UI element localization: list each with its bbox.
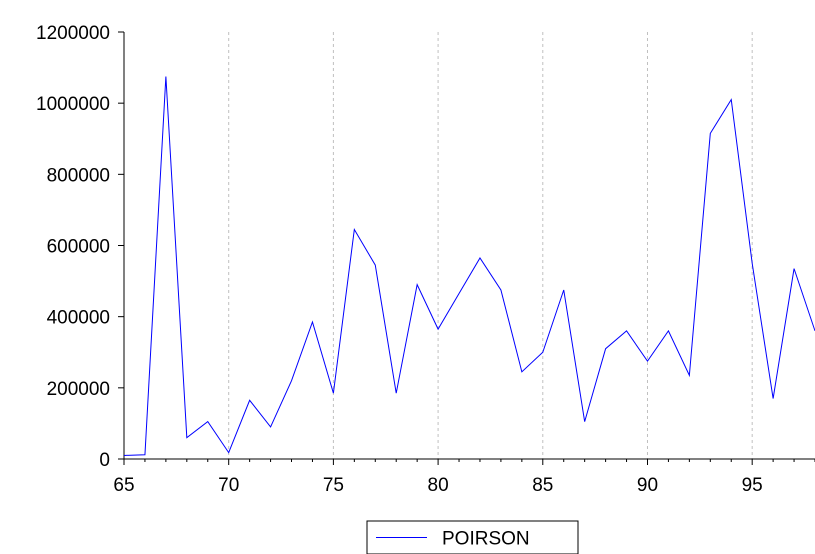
x-tick-label: 80 <box>428 475 449 496</box>
data-point <box>542 352 543 353</box>
data-point <box>710 133 711 134</box>
data-point <box>668 330 669 331</box>
data-point <box>123 455 124 456</box>
y-tick-label: 1000000 <box>36 94 110 115</box>
data-point <box>605 348 606 349</box>
data-point <box>144 454 145 455</box>
y-tick-label: 800000 <box>47 165 110 186</box>
data-point <box>165 76 166 77</box>
data-point <box>228 452 229 453</box>
data-point <box>396 393 397 394</box>
data-point <box>731 99 732 100</box>
data-point <box>773 398 774 399</box>
grid-layer <box>228 32 753 459</box>
data-point <box>647 361 648 362</box>
axis-layer: 0 200000 400000 600000 800000 1000000 1200000 6… <box>36 23 815 496</box>
data-point <box>207 421 208 422</box>
data-point <box>333 393 334 394</box>
data-point <box>312 321 313 322</box>
legend-label: POIRSON <box>442 529 530 550</box>
series-line-poirson <box>123 76 815 456</box>
x-tick-label: 90 <box>637 475 658 496</box>
data-point <box>689 375 690 376</box>
data-point <box>375 264 376 265</box>
y-tick-label: 0 <box>99 450 110 471</box>
data-point <box>521 371 522 372</box>
data-point <box>793 268 794 269</box>
data-point <box>270 426 271 427</box>
x-tick-label: 75 <box>323 475 344 496</box>
data-point <box>563 289 564 290</box>
series-layer <box>123 76 815 456</box>
x-tick-label: 70 <box>218 475 239 496</box>
data-point <box>291 380 292 381</box>
data-point <box>458 293 459 294</box>
y-tick-label: 400000 <box>47 308 110 329</box>
data-point <box>626 330 627 331</box>
data-point <box>354 229 355 230</box>
data-point <box>479 257 480 258</box>
x-tick-label: 85 <box>532 475 553 496</box>
data-point <box>186 437 187 438</box>
data-point <box>249 400 250 401</box>
data-point <box>417 284 418 285</box>
data-point <box>752 263 753 264</box>
y-tick-label: 1200000 <box>36 23 110 44</box>
x-tick-label: 65 <box>113 475 134 496</box>
y-tick-label: 600000 <box>47 237 110 258</box>
data-point <box>500 289 501 290</box>
data-point <box>584 421 585 422</box>
y-tick-label: 200000 <box>47 379 110 400</box>
legend: POIRSON <box>366 520 579 554</box>
data-point <box>437 329 438 330</box>
x-tick-label: 95 <box>742 475 763 496</box>
